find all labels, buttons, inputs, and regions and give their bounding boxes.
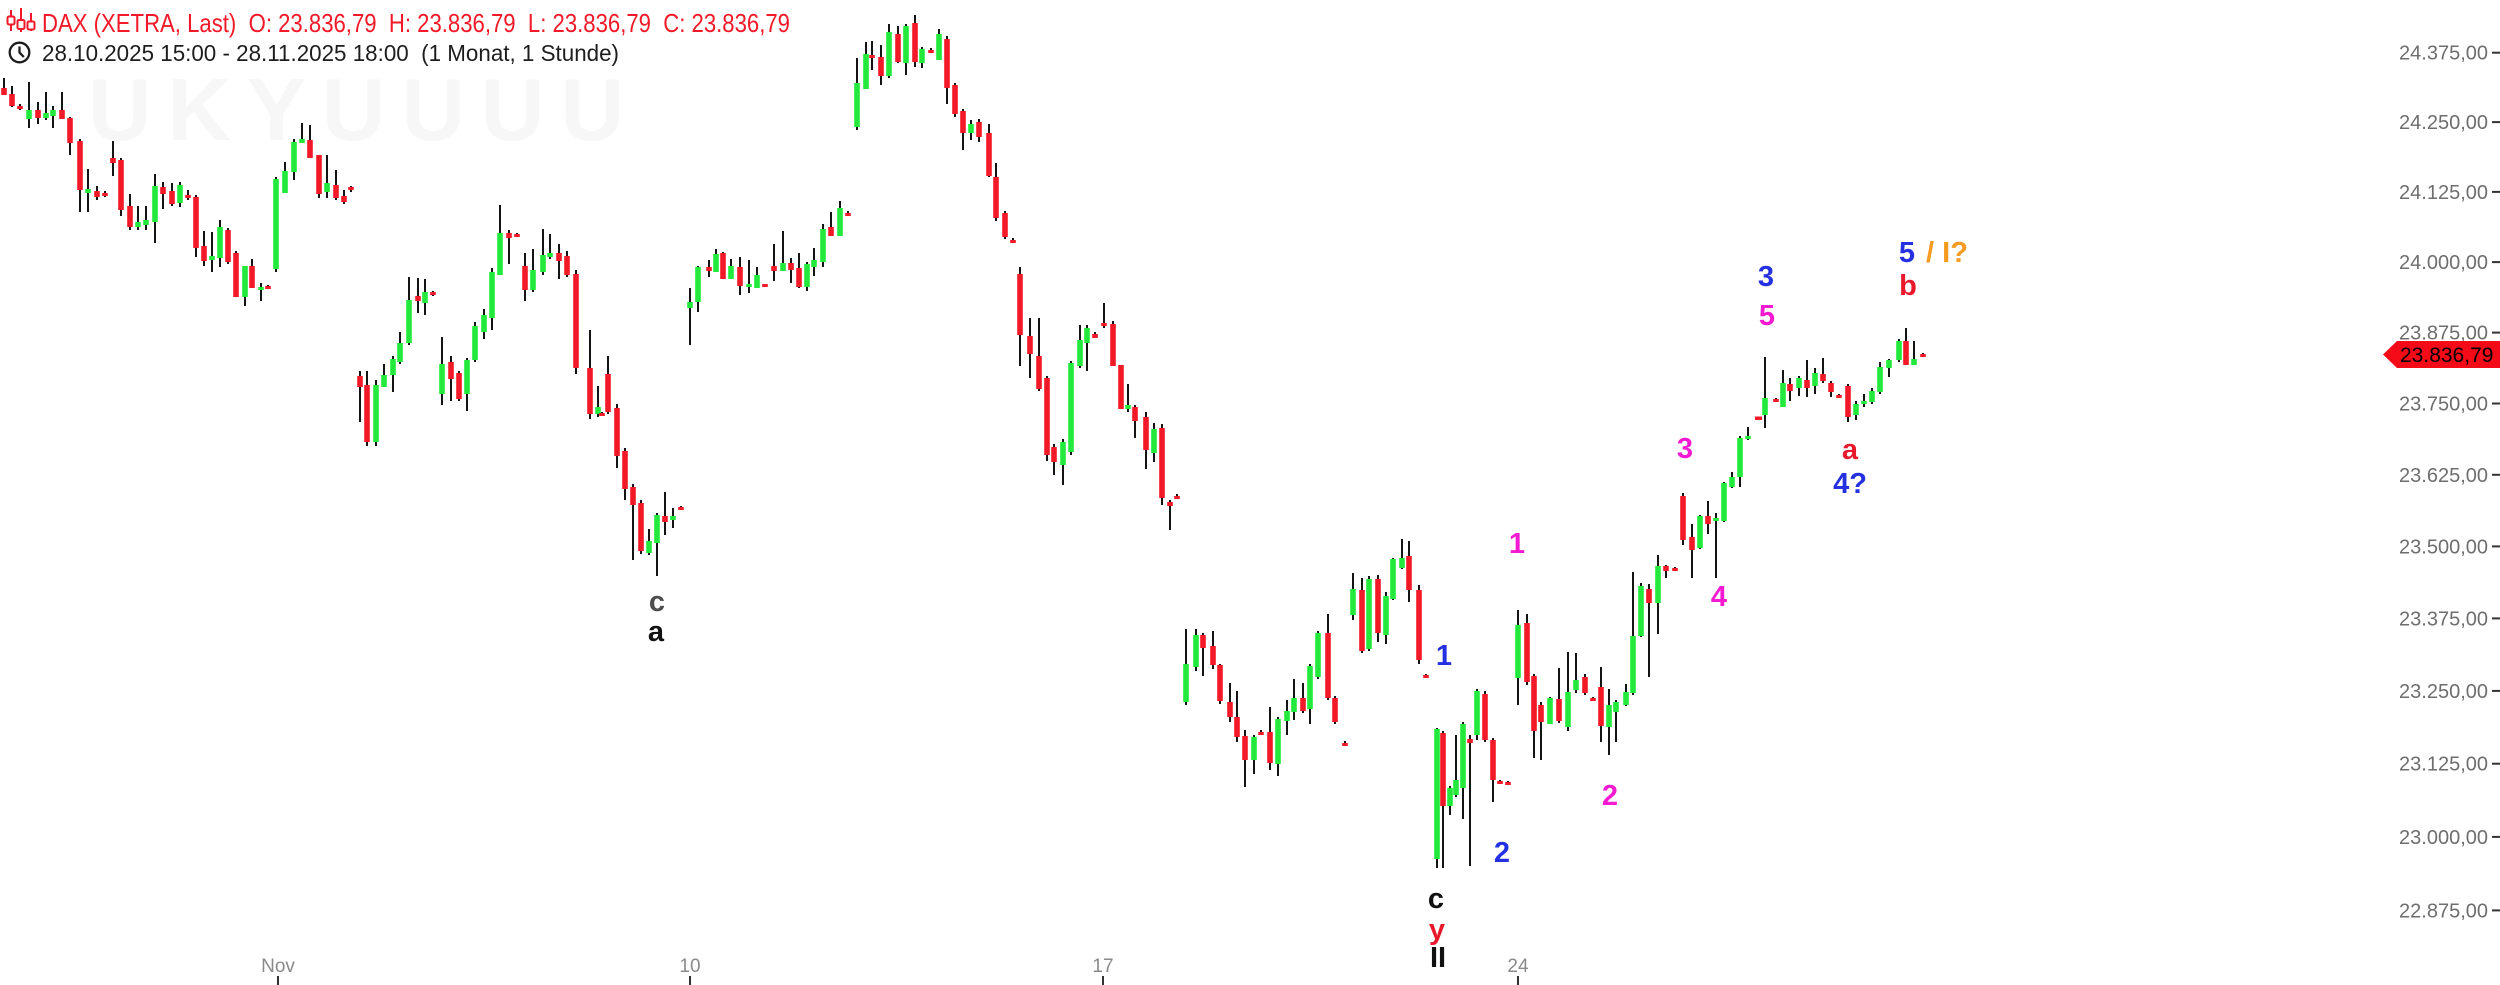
- svg-text:2: 2: [1602, 780, 1618, 812]
- svg-text:17: 17: [1092, 956, 1113, 977]
- svg-text:28.10.2025 15:00 - 28.11.2025: 28.10.2025 15:00 - 28.11.2025 18:00 (1 M…: [42, 40, 619, 66]
- svg-text:22.875,00: 22.875,00: [2399, 900, 2488, 922]
- svg-text:23.750,00: 23.750,00: [2399, 394, 2488, 416]
- svg-text:y: y: [1429, 914, 1445, 946]
- svg-text:23.125,00: 23.125,00: [2399, 754, 2488, 776]
- svg-text:3: 3: [1758, 261, 1774, 293]
- svg-text:5: 5: [1899, 237, 1915, 269]
- svg-text:23.625,00: 23.625,00: [2399, 465, 2488, 487]
- svg-text:1: 1: [1436, 640, 1452, 672]
- svg-text:23.836,79: 23.836,79: [2400, 344, 2493, 367]
- svg-text:10: 10: [679, 956, 700, 977]
- svg-text:24.250,00: 24.250,00: [2399, 112, 2488, 134]
- svg-text:/ I?: / I?: [1926, 237, 1968, 269]
- svg-text:5: 5: [1759, 300, 1775, 332]
- svg-text:23.875,00: 23.875,00: [2399, 323, 2488, 345]
- svg-text:24.000,00: 24.000,00: [2399, 252, 2488, 274]
- svg-text:c: c: [649, 586, 665, 618]
- svg-text:2: 2: [1494, 837, 1510, 869]
- svg-text:23.500,00: 23.500,00: [2399, 536, 2488, 558]
- svg-text:24.375,00: 24.375,00: [2399, 43, 2488, 65]
- svg-text:23.000,00: 23.000,00: [2399, 827, 2488, 849]
- svg-text:UKYUUUU: UKYUUUU: [88, 60, 640, 159]
- svg-text:23.250,00: 23.250,00: [2399, 681, 2488, 703]
- svg-text:1: 1: [1509, 528, 1525, 560]
- svg-text:II: II: [1430, 942, 1446, 974]
- svg-text:24.125,00: 24.125,00: [2399, 182, 2488, 204]
- svg-text:b: b: [1899, 270, 1917, 302]
- svg-text:a: a: [1842, 434, 1859, 466]
- svg-text:a: a: [648, 616, 665, 648]
- svg-text:DAX (XETRA, Last) O: 23.836,7: DAX (XETRA, Last) O: 23.836,79 H: 23.836…: [42, 8, 790, 38]
- svg-text:c: c: [1428, 883, 1444, 915]
- svg-text:4?: 4?: [1833, 468, 1867, 500]
- svg-text:24: 24: [1507, 956, 1529, 977]
- svg-text:3: 3: [1677, 433, 1693, 465]
- svg-text:Nov: Nov: [261, 956, 295, 977]
- svg-text:23.375,00: 23.375,00: [2399, 608, 2488, 630]
- svg-text:4: 4: [1711, 581, 1727, 613]
